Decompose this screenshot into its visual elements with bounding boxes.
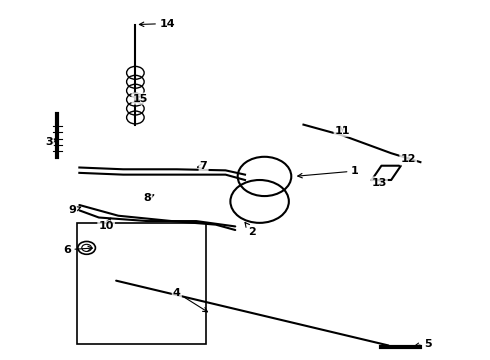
Text: 13: 13	[371, 177, 387, 188]
Bar	[77, 223, 206, 344]
Text: 15: 15	[133, 94, 148, 104]
Text: 10: 10	[98, 218, 114, 231]
Text: 2: 2	[245, 222, 256, 237]
Text: 11: 11	[335, 126, 350, 136]
Text: 7: 7	[197, 161, 207, 171]
Text: 8: 8	[144, 193, 154, 203]
Text: 5: 5	[415, 339, 432, 348]
Text: 12: 12	[400, 154, 416, 164]
Text: 4: 4	[173, 288, 207, 312]
Text: 1: 1	[298, 166, 359, 178]
Text: 14: 14	[139, 18, 175, 28]
Text: 3: 3	[45, 138, 57, 148]
Text: 6: 6	[63, 245, 93, 255]
Text: 9: 9	[68, 205, 81, 215]
